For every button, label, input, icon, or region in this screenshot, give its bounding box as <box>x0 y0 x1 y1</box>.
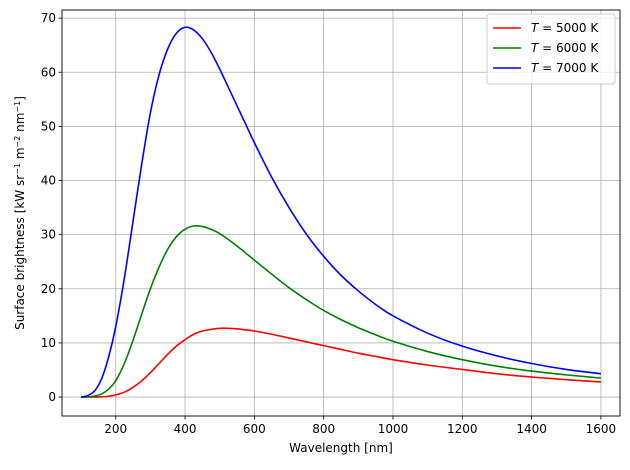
y-label-sup: −2 <box>13 136 22 148</box>
grid <box>62 10 620 416</box>
y-label-part: ] <box>13 96 27 101</box>
legend-label: T = 6000 K <box>531 41 599 55</box>
legend-box <box>486 13 616 85</box>
y-tick-label: 0 <box>48 390 56 404</box>
y-axis-label: Surface brightness [kW sr−1 m−2 nm−1] <box>13 96 28 330</box>
y-tick-label: 60 <box>41 65 56 79</box>
series-line-3 <box>80 26 602 398</box>
y-label-part: nm <box>13 113 27 136</box>
x-tick-label: 1000 <box>378 422 409 436</box>
y-tick-label: 20 <box>41 282 56 296</box>
y-tick-label: 10 <box>41 336 56 350</box>
y-tick-label: 50 <box>41 119 56 133</box>
series-line-1 <box>81 327 601 398</box>
x-tick-label: 800 <box>312 422 335 436</box>
legend-symbol: T <box>531 61 540 75</box>
y-label-part: m <box>13 147 27 163</box>
legend-value: = 6000 K <box>538 41 599 55</box>
y-tick-label: 70 <box>41 11 56 25</box>
y-label-part: Surface brightness [kW sr <box>13 175 27 330</box>
y-label-sup: −1 <box>13 163 22 175</box>
legend-label: T = 7000 K <box>531 61 599 75</box>
legend-symbol: T <box>531 21 540 35</box>
x-tick-label: 200 <box>104 422 127 436</box>
legend: T = 5000 KT = 6000 KT = 7000 K <box>486 13 616 85</box>
y-tick-label: 40 <box>41 174 56 188</box>
y-tick-label: 30 <box>41 228 56 242</box>
x-tick-label: 1400 <box>516 422 547 436</box>
plot-frame <box>61 9 621 417</box>
series-line-2 <box>81 225 602 398</box>
x-axis-label: Wavelength [nm] <box>289 441 393 455</box>
x-tick-label: 1600 <box>586 422 617 436</box>
legend-value: = 5000 K <box>538 21 599 35</box>
x-tick-label: 1200 <box>447 422 478 436</box>
y-label-sup: −1 <box>13 101 22 113</box>
legend-label: T = 5000 K <box>531 21 599 35</box>
ticks: 200 400 600 800 1000 1200 1400 1600 0 10 20 30 40 50 6… <box>41 11 616 436</box>
legend-symbol: T <box>531 41 540 55</box>
series-lines <box>80 26 602 398</box>
x-tick-label: 600 <box>243 422 266 436</box>
legend-value: = 7000 K <box>538 61 599 75</box>
x-tick-label: 400 <box>174 422 197 436</box>
